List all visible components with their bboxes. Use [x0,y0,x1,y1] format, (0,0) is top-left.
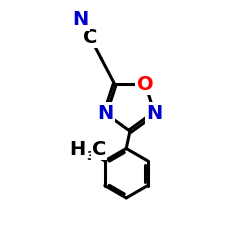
Text: C: C [83,28,97,47]
Text: O: O [137,75,154,94]
Text: N: N [97,104,114,123]
Text: 3: 3 [86,150,95,163]
Text: N: N [72,10,89,29]
Text: N: N [146,104,163,123]
Text: C: C [92,140,106,159]
Text: H: H [69,140,86,159]
